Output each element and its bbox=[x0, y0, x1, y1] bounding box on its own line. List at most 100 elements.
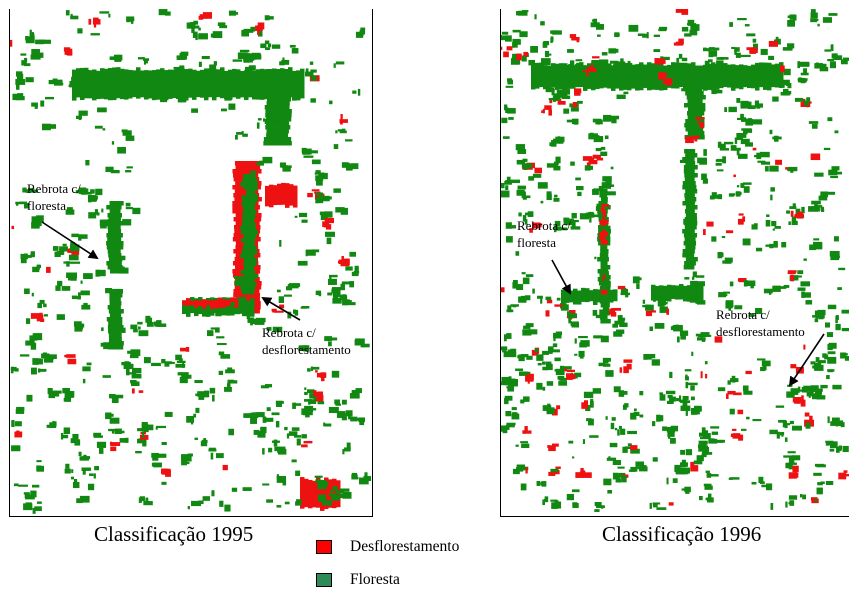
forest-speck bbox=[711, 192, 717, 198]
forest-speck bbox=[171, 87, 178, 92]
forest-speck bbox=[746, 416, 750, 420]
deforestation-speck bbox=[11, 225, 15, 230]
forest-speck bbox=[202, 496, 210, 501]
forest-patch bbox=[643, 65, 648, 88]
forest-speck bbox=[652, 503, 658, 508]
forest-patch bbox=[547, 65, 552, 91]
deforestation-speck bbox=[582, 472, 592, 478]
forest-speck bbox=[835, 323, 841, 331]
forest-speck bbox=[783, 284, 790, 288]
forest-speck bbox=[315, 175, 324, 181]
forest-speck bbox=[540, 298, 543, 304]
forest-speck bbox=[703, 47, 707, 50]
forest-speck bbox=[574, 338, 577, 344]
forest-speck bbox=[215, 327, 220, 333]
deforestation-patch bbox=[235, 165, 261, 170]
forest-speck bbox=[717, 194, 723, 200]
forest-speck bbox=[692, 271, 697, 278]
forest-speck bbox=[117, 146, 126, 154]
forest-speck bbox=[363, 475, 369, 479]
deforestation-speck bbox=[503, 51, 509, 58]
forest-speck bbox=[146, 79, 152, 84]
forest-speck bbox=[281, 109, 286, 114]
forest-speck bbox=[522, 215, 527, 222]
forest-speck bbox=[681, 459, 686, 465]
forest-patch bbox=[591, 64, 596, 91]
forest-speck bbox=[154, 322, 158, 327]
forest-speck bbox=[512, 29, 521, 33]
forest-speck bbox=[200, 441, 208, 447]
forest-speck bbox=[632, 276, 640, 284]
forest-patch bbox=[695, 284, 700, 301]
forest-speck bbox=[619, 425, 622, 430]
forest-speck bbox=[831, 166, 840, 171]
forest-speck bbox=[814, 463, 825, 467]
forest-speck bbox=[827, 356, 837, 364]
forest-speck bbox=[555, 156, 561, 164]
forest-speck bbox=[332, 485, 338, 491]
forest-speck bbox=[31, 216, 39, 223]
forest-speck bbox=[132, 207, 141, 215]
deforestation-speck bbox=[789, 275, 793, 279]
forest-speck bbox=[532, 173, 542, 178]
forest-speck bbox=[115, 430, 125, 434]
forest-patch bbox=[731, 64, 736, 91]
forest-speck bbox=[810, 9, 816, 14]
forest-speck bbox=[129, 354, 139, 359]
forest-patch bbox=[266, 101, 290, 106]
forest-speck bbox=[628, 24, 639, 32]
forest-speck bbox=[829, 61, 836, 69]
forest-speck bbox=[594, 256, 597, 260]
deforestation-patch bbox=[182, 300, 187, 306]
forest-speck bbox=[286, 433, 290, 439]
forest-speck bbox=[352, 90, 357, 94]
forest-speck bbox=[121, 129, 128, 133]
forest-speck bbox=[686, 85, 694, 90]
forest-speck bbox=[808, 121, 819, 124]
forest-speck bbox=[90, 33, 100, 36]
forest-speck bbox=[292, 402, 296, 409]
forest-speck bbox=[87, 69, 90, 74]
forest-speck bbox=[594, 509, 600, 513]
deforestation-speck bbox=[804, 412, 810, 417]
forest-speck bbox=[113, 84, 120, 88]
forest-speck bbox=[239, 49, 250, 53]
forest-speck bbox=[599, 309, 608, 317]
forest-speck bbox=[143, 60, 147, 65]
forest-speck bbox=[256, 122, 260, 129]
forest-patch bbox=[241, 222, 256, 227]
forest-speck bbox=[142, 431, 145, 438]
forest-speck bbox=[181, 460, 187, 466]
deforestation-speck bbox=[544, 105, 552, 110]
forest-speck bbox=[129, 72, 132, 79]
forest-speck bbox=[207, 79, 214, 85]
forest-speck bbox=[815, 313, 825, 319]
deforestation-speck bbox=[738, 213, 744, 216]
forest-speck bbox=[827, 351, 836, 355]
deforestation-patch bbox=[234, 161, 261, 166]
forest-speck bbox=[685, 374, 688, 379]
forest-patch bbox=[140, 70, 145, 98]
forest-patch bbox=[685, 79, 704, 84]
forest-speck bbox=[512, 305, 517, 308]
forest-speck bbox=[317, 292, 321, 296]
forest-speck bbox=[128, 372, 137, 375]
forest-speck bbox=[787, 85, 792, 89]
deforestation-speck bbox=[749, 51, 756, 54]
forest-speck bbox=[740, 100, 749, 107]
deforestation-patch bbox=[269, 184, 274, 208]
forest-speck bbox=[617, 474, 623, 478]
deforestation-speck bbox=[556, 405, 561, 410]
forest-speck bbox=[126, 19, 131, 23]
deforestation-speck bbox=[111, 442, 121, 447]
forest-speck bbox=[611, 417, 616, 421]
forest-speck bbox=[137, 326, 141, 330]
forest-speck bbox=[693, 408, 700, 415]
forest-speck bbox=[339, 294, 347, 300]
forest-speck bbox=[302, 148, 312, 155]
forest-patch bbox=[535, 62, 540, 89]
forest-speck bbox=[823, 147, 831, 151]
forest-speck bbox=[583, 391, 594, 398]
forest-speck bbox=[742, 385, 749, 392]
forest-patch bbox=[600, 319, 611, 324]
